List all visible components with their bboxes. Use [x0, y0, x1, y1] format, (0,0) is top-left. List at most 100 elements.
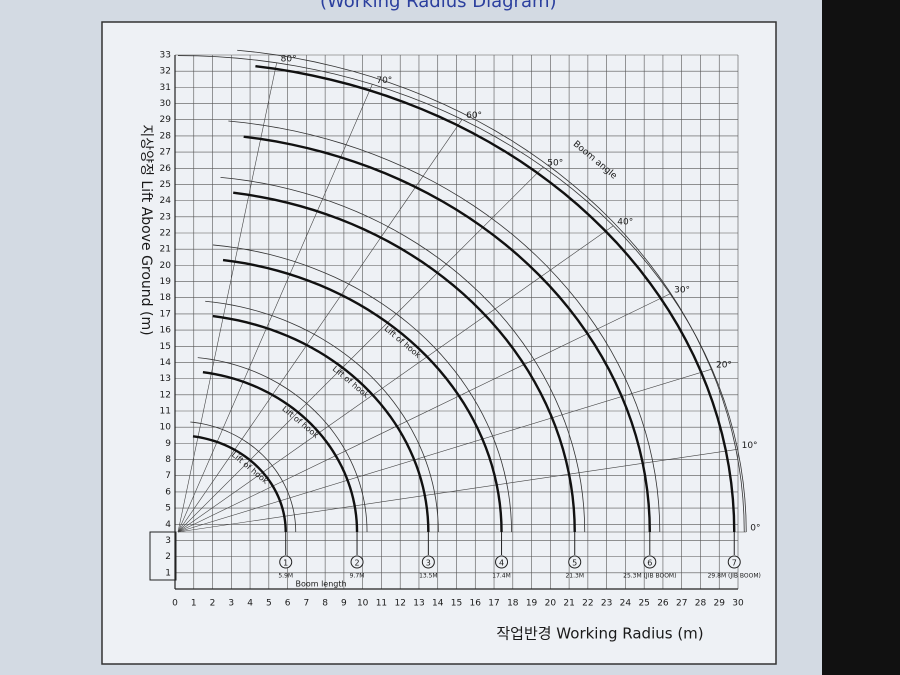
boom-angle-line	[177, 448, 738, 533]
y-tick-label: 15	[160, 342, 171, 352]
y-tick-label: 1	[165, 568, 171, 578]
boom-number-circle	[643, 555, 657, 569]
boom-tip-arc	[220, 176, 586, 533]
boom-angle-label: 60°	[466, 111, 482, 121]
x-tick-label: 10	[357, 599, 369, 609]
y-tick-label: 14	[160, 358, 172, 368]
y-tick-label: 31	[160, 83, 171, 93]
boom-length-label: 9.7M	[350, 573, 365, 580]
x-tick-label: 21	[563, 599, 574, 609]
y-tick-label: 6	[165, 487, 171, 497]
boom-number-circle	[568, 555, 582, 569]
y-axis-label: 지상양정 Lift Above Ground (m)	[138, 124, 154, 335]
x-tick-label: 28	[695, 599, 707, 609]
boom-tip-arc	[212, 244, 512, 533]
boom-length-label: 13.5M	[419, 573, 438, 580]
x-tick-label: 2	[210, 599, 216, 609]
hook-curve	[243, 135, 651, 533]
x-tick-label: 25	[638, 599, 649, 609]
x-tick-label: 22	[582, 599, 593, 609]
y-tick-label: 4	[165, 520, 171, 530]
boom-number-circle	[727, 555, 741, 569]
x-tick-label: 17	[488, 599, 499, 609]
x-tick-label: 18	[507, 599, 519, 609]
y-tick-label: 10	[160, 423, 172, 433]
boom-angle-line	[177, 119, 463, 533]
y-tick-label: 23	[160, 212, 171, 222]
boom-tip-arc	[190, 421, 297, 533]
y-tick-label: 29	[160, 115, 172, 125]
x-tick-label: 30	[732, 599, 744, 609]
panel	[101, 21, 777, 665]
crane-base	[149, 531, 177, 581]
hook-curve	[255, 64, 736, 533]
boom-number: 6	[647, 559, 652, 568]
y-tick-label: 27	[160, 148, 171, 158]
y-tick-label: 18	[160, 293, 172, 303]
x-tick-label: 20	[545, 599, 557, 609]
chart-title: (Working Radius Diagram)	[320, 0, 557, 12]
y-tick-label: 7	[165, 471, 171, 481]
x-tick-label: 15	[451, 599, 462, 609]
boom-number: 3	[426, 559, 431, 568]
x-tick-label: 9	[341, 599, 347, 609]
boom-number-circle	[350, 555, 364, 569]
x-tick-label: 7	[303, 599, 309, 609]
boom-angle-label: 80°	[281, 54, 297, 64]
hook-curve	[212, 314, 430, 533]
boom-angle-label: 50°	[547, 159, 563, 169]
x-tick-label: 3	[228, 599, 234, 609]
x-tick-label: 24	[620, 599, 632, 609]
boom-number: 2	[354, 559, 359, 568]
x-tick-label: 11	[376, 599, 387, 609]
boom-number: 1	[283, 559, 288, 568]
y-tick-label: 3	[165, 536, 171, 546]
y-tick-label: 30	[160, 99, 172, 109]
x-tick-label: 13	[413, 599, 424, 609]
y-tick-label: 33	[160, 51, 171, 61]
boom-length-label: 21.3M	[565, 573, 584, 580]
y-tick-label: 2	[165, 552, 171, 562]
x-tick-label: 1	[191, 599, 197, 609]
x-tick-label: 19	[526, 599, 538, 609]
boom-length-label: 17.4M	[492, 573, 511, 580]
boom-angle-line	[177, 84, 373, 533]
boom-number: 4	[499, 559, 504, 568]
y-tick-label: 19	[160, 277, 172, 287]
x-tick-label: 6	[285, 599, 291, 609]
hook-curve	[233, 191, 576, 533]
boom-angle-label: 20°	[716, 361, 732, 371]
y-tick-label: 17	[160, 309, 171, 319]
boom-angle-line	[177, 368, 713, 533]
x-tick-label: 0	[172, 599, 178, 609]
boom-number: 5	[572, 559, 577, 568]
boom-tip-arc	[228, 120, 661, 533]
x-axis-label: 작업반경 Working Radius (m)	[496, 625, 703, 643]
boom-tip-arc	[237, 49, 745, 533]
y-tick-label: 5	[165, 504, 171, 514]
boom-length-label: 25.3M (JIB BOOM)	[623, 573, 676, 580]
y-tick-label: 22	[160, 229, 171, 239]
y-tick-label: 24	[160, 196, 172, 206]
y-tick-label: 32	[160, 67, 171, 77]
y-tick-label: 11	[160, 407, 171, 417]
x-tick-label: 5	[266, 599, 272, 609]
boom-number-circle	[495, 555, 509, 569]
boom-number-circle	[279, 555, 293, 569]
x-tick-label: 23	[601, 599, 612, 609]
y-tick-label: 25	[160, 180, 171, 190]
boom-angle-label: 30°	[674, 285, 690, 295]
boom-length-text: Boom length	[295, 580, 346, 589]
boom-angle-line	[177, 62, 277, 533]
y-tick-label: 9	[165, 439, 171, 449]
boom-angle-arc	[177, 55, 747, 533]
x-tick-label: 29	[714, 599, 726, 609]
boom-angle-label: 0°	[750, 524, 760, 534]
x-tick-label: 26	[657, 599, 669, 609]
y-tick-label: 28	[160, 131, 172, 141]
x-tick-label: 4	[247, 599, 253, 609]
edge-shadow	[822, 0, 900, 675]
hook-curve	[202, 371, 359, 533]
y-tick-label: 13	[160, 374, 171, 384]
